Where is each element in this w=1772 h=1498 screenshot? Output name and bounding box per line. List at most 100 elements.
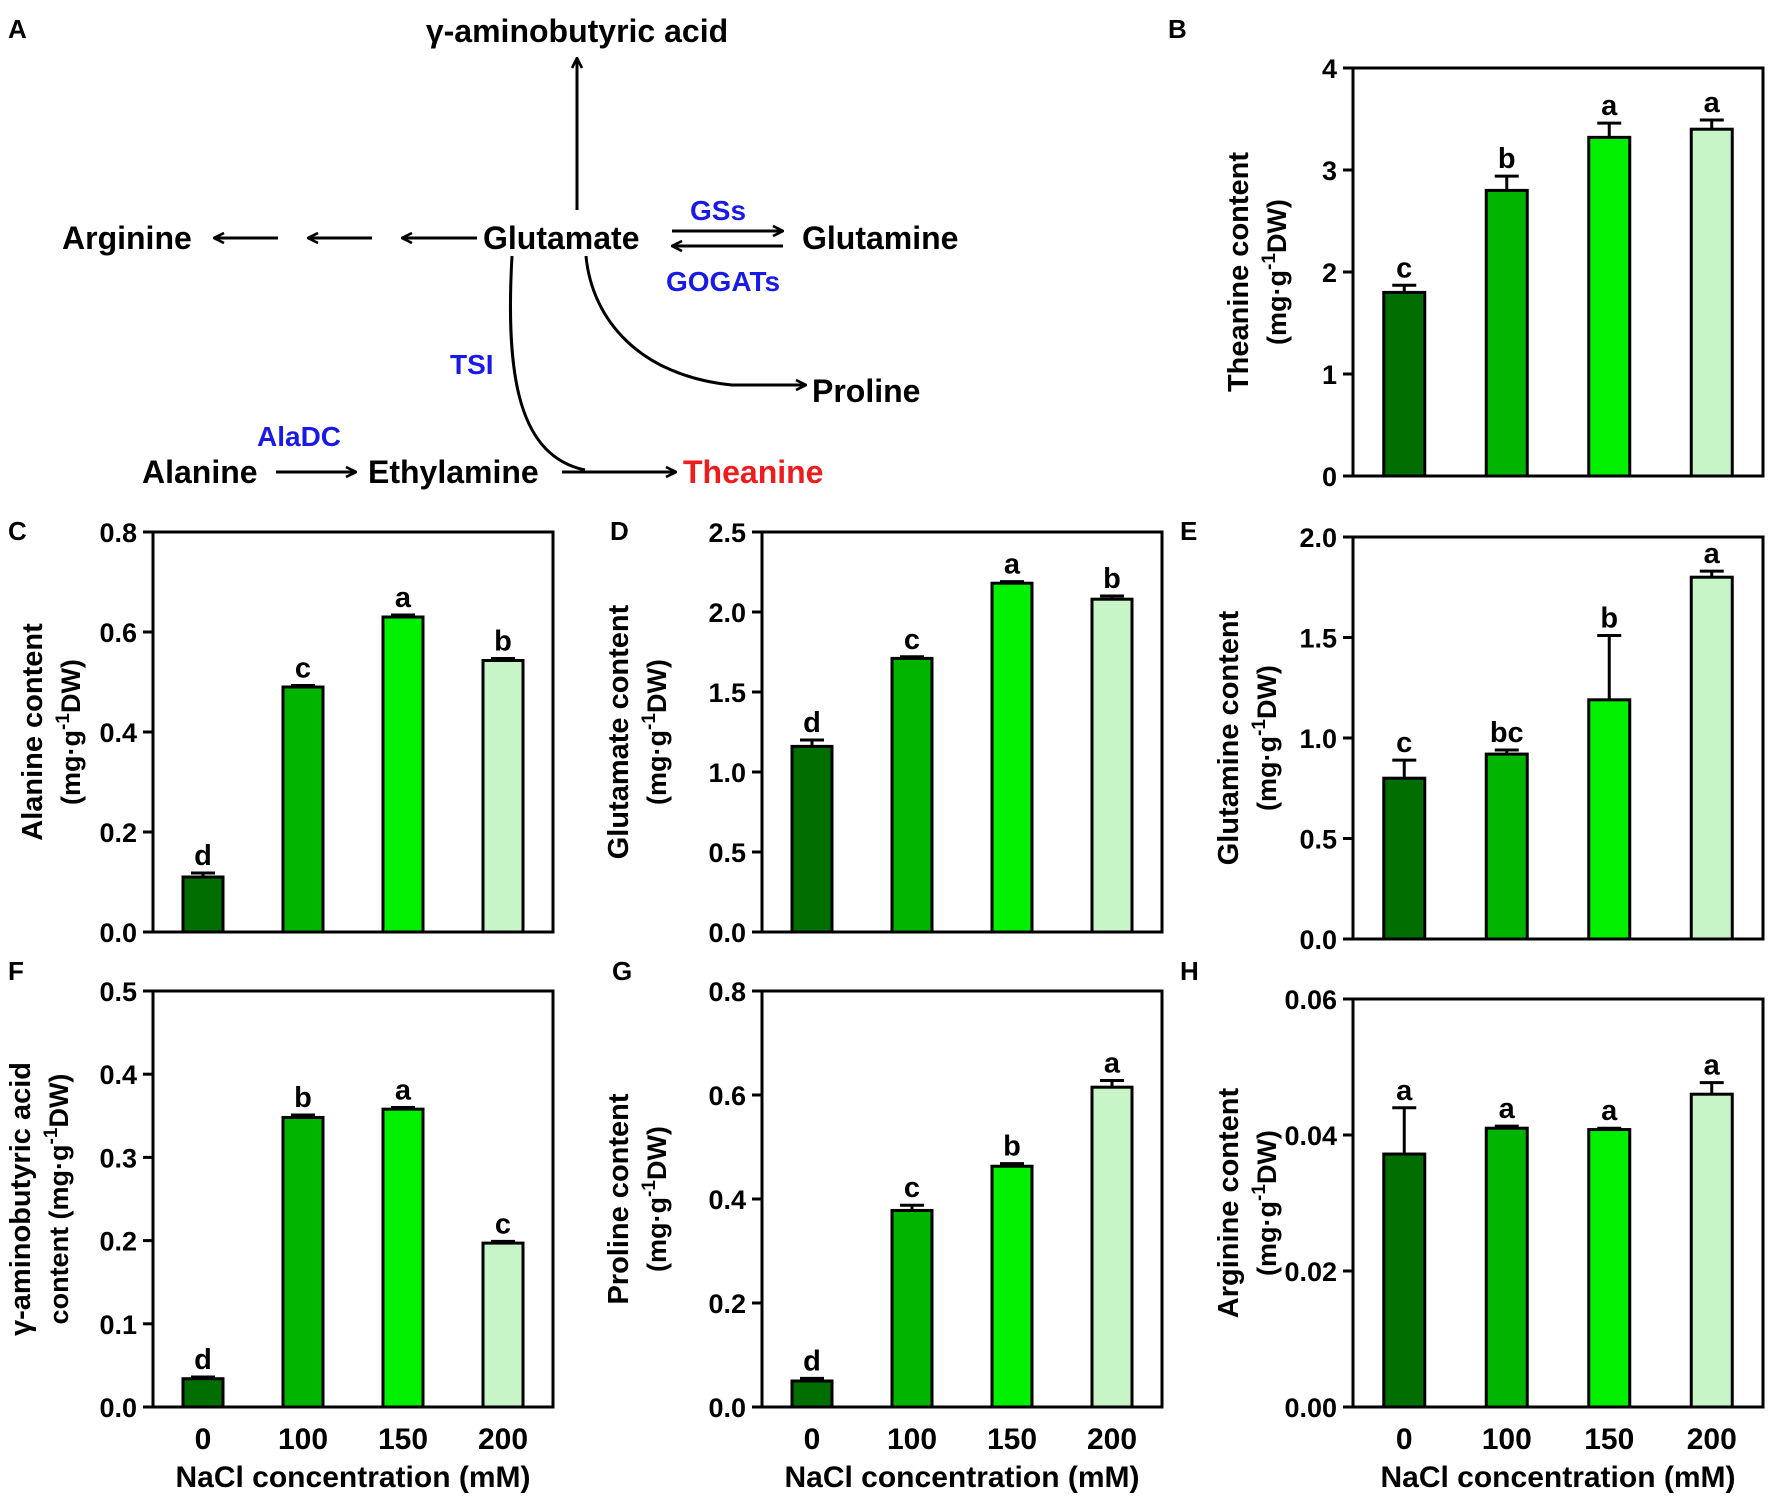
y-axis-unit-h: (mg·g-1DW) bbox=[1249, 1130, 1282, 1276]
bar-b-200 bbox=[1689, 127, 1734, 478]
panel-a-diagram: A γ-aminobutyric acid Arginine Glutamate… bbox=[8, 13, 958, 490]
y-axis-label-e: Glutamine content bbox=[1213, 610, 1245, 865]
y-axis-label-b: Theanine content bbox=[1223, 152, 1255, 392]
y-axis-unit-e: (mg·g-1DW) bbox=[1249, 665, 1282, 811]
bar-f-100 bbox=[281, 1115, 325, 1409]
panel-label-d: D bbox=[610, 516, 629, 546]
bar-h-200 bbox=[1689, 1092, 1734, 1409]
significance-letter-d: c bbox=[904, 624, 920, 656]
y-tick-label-d: 0.5 bbox=[708, 838, 746, 868]
significance-letter-e: bc bbox=[1490, 717, 1524, 749]
y-axis-unit-d: (mg·g-1DW) bbox=[639, 659, 672, 805]
y-tick-label-h: 0.04 bbox=[1284, 1121, 1337, 1151]
panel-label-f: F bbox=[8, 956, 24, 986]
significance-letter-d: b bbox=[1103, 563, 1121, 595]
chart-panel-e: E 0.0 0.5 1.0 1.5 2.0 Glutamine content (mg·g-… bbox=[1180, 516, 1765, 955]
significance-letter-g: c bbox=[904, 1172, 920, 1204]
x-axis-label-g: NaCl concentration (mM) bbox=[784, 1461, 1139, 1494]
x-tick-label-g: 200 bbox=[1087, 1423, 1137, 1456]
y-tick-label-b: 3 bbox=[1322, 156, 1337, 186]
y-tick-label-f: 0.1 bbox=[99, 1310, 137, 1340]
y-axis-label-f: γ-aminobutyric acid bbox=[5, 1062, 37, 1336]
y-tick-label-f: 0.3 bbox=[99, 1143, 137, 1173]
panel-label-c: C bbox=[8, 516, 27, 546]
y-tick-label-f: 0.5 bbox=[99, 977, 137, 1007]
y-tick-label-d: 0.0 bbox=[708, 918, 746, 948]
y-axis-unit-g: (mg·g-1DW) bbox=[639, 1126, 672, 1272]
significance-letter-b: a bbox=[1601, 90, 1618, 122]
significance-letter-h: a bbox=[1704, 1050, 1721, 1082]
chart-panel-d: D 0.0 0.5 1.0 1.5 2.0 2.5 Glutamate content (mg… bbox=[603, 516, 1164, 948]
bar-h-0 bbox=[1382, 1152, 1427, 1409]
bar-g-0 bbox=[790, 1379, 834, 1409]
y-axis-label-d: Glutamate content bbox=[603, 604, 635, 859]
node-alanine: Alanine bbox=[142, 454, 258, 490]
bar-e-150 bbox=[1587, 698, 1632, 941]
panel-label-e: E bbox=[1180, 516, 1197, 546]
bar-c-0 bbox=[181, 875, 225, 934]
plot-frame-f bbox=[151, 989, 555, 1409]
x-tick-label-h: 0 bbox=[1396, 1423, 1413, 1456]
y-tick-label-b: 0 bbox=[1322, 462, 1337, 492]
bar-d-150 bbox=[990, 581, 1034, 934]
significance-letter-e: a bbox=[1704, 538, 1721, 570]
significance-letter-h: a bbox=[1601, 1095, 1618, 1127]
enzyme-gogats: GOGATs bbox=[666, 266, 780, 297]
bar-g-200 bbox=[1090, 1085, 1134, 1409]
panel-label-g: G bbox=[612, 956, 632, 986]
y-tick-label-d: 2.0 bbox=[708, 598, 746, 628]
y-tick-label-h: 0.00 bbox=[1284, 1393, 1337, 1423]
bar-b-0 bbox=[1382, 290, 1427, 478]
y-tick-label-e: 0.5 bbox=[1299, 825, 1337, 855]
y-axis-unit-f: content (mg·g-1DW) bbox=[41, 1074, 74, 1325]
y-tick-label-d: 2.5 bbox=[708, 518, 746, 548]
y-tick-label-e: 0.0 bbox=[1299, 925, 1337, 955]
bar-b-150 bbox=[1587, 135, 1632, 478]
y-tick-label-g: 0.6 bbox=[708, 1081, 746, 1111]
enzyme-tsi: TSI bbox=[450, 349, 494, 380]
x-tick-label-h: 100 bbox=[1482, 1423, 1532, 1456]
y-tick-label-h: 0.06 bbox=[1284, 985, 1337, 1015]
plot-frame-h bbox=[1351, 997, 1765, 1409]
significance-letter-b: a bbox=[1704, 87, 1721, 119]
bar-e-0 bbox=[1382, 776, 1427, 941]
bar-c-100 bbox=[281, 685, 325, 934]
y-tick-label-g: 0.2 bbox=[708, 1289, 746, 1319]
chart-panel-f: F 0.00.10.20.30.40.5γ-aminobutyric acid c… bbox=[5, 956, 555, 1494]
significance-letter-f: b bbox=[294, 1082, 312, 1114]
bar-g-100 bbox=[890, 1208, 934, 1409]
panel-label-h: H bbox=[1180, 956, 1199, 986]
x-tick-label-f: 200 bbox=[478, 1423, 528, 1456]
bar-d-200 bbox=[1090, 597, 1134, 934]
significance-letter-b: c bbox=[1396, 252, 1412, 284]
y-tick-label-c: 0.6 bbox=[99, 618, 137, 648]
significance-letter-c: b bbox=[494, 626, 512, 658]
x-tick-label-f: 0 bbox=[195, 1423, 212, 1456]
significance-letter-f: a bbox=[395, 1074, 412, 1106]
panel-label-a: A bbox=[8, 14, 27, 44]
significance-letter-d: a bbox=[1004, 549, 1021, 581]
y-tick-label-b: 4 bbox=[1322, 54, 1337, 84]
significance-letter-h: a bbox=[1499, 1093, 1516, 1125]
significance-letter-e: b bbox=[1600, 602, 1618, 634]
y-tick-label-f: 0.0 bbox=[99, 1393, 137, 1423]
x-tick-label-f: 100 bbox=[278, 1423, 328, 1456]
y-axis-unit-b: (mg·g-1DW) bbox=[1259, 199, 1292, 345]
bar-h-150 bbox=[1587, 1128, 1632, 1409]
significance-letter-c: d bbox=[194, 840, 212, 872]
y-tick-label-c: 0.8 bbox=[99, 518, 137, 548]
arrow-to-proline bbox=[584, 255, 806, 385]
x-tick-label-f: 150 bbox=[378, 1423, 428, 1456]
node-glutamine: Glutamine bbox=[802, 220, 958, 256]
panel-label-b: B bbox=[1168, 14, 1187, 44]
y-tick-label-g: 0.0 bbox=[708, 1393, 746, 1423]
y-tick-label-g: 0.4 bbox=[708, 1185, 746, 1215]
x-axis-label-h: NaCl concentration (mM) bbox=[1380, 1461, 1735, 1494]
y-axis-label-c: Alanine content bbox=[17, 623, 49, 841]
plot-frame-d bbox=[760, 530, 1164, 934]
y-tick-label-e: 1.0 bbox=[1299, 724, 1337, 754]
significance-letter-e: c bbox=[1396, 727, 1412, 759]
x-axis-label-f: NaCl concentration (mM) bbox=[175, 1461, 530, 1494]
y-tick-label-b: 1 bbox=[1322, 360, 1337, 390]
